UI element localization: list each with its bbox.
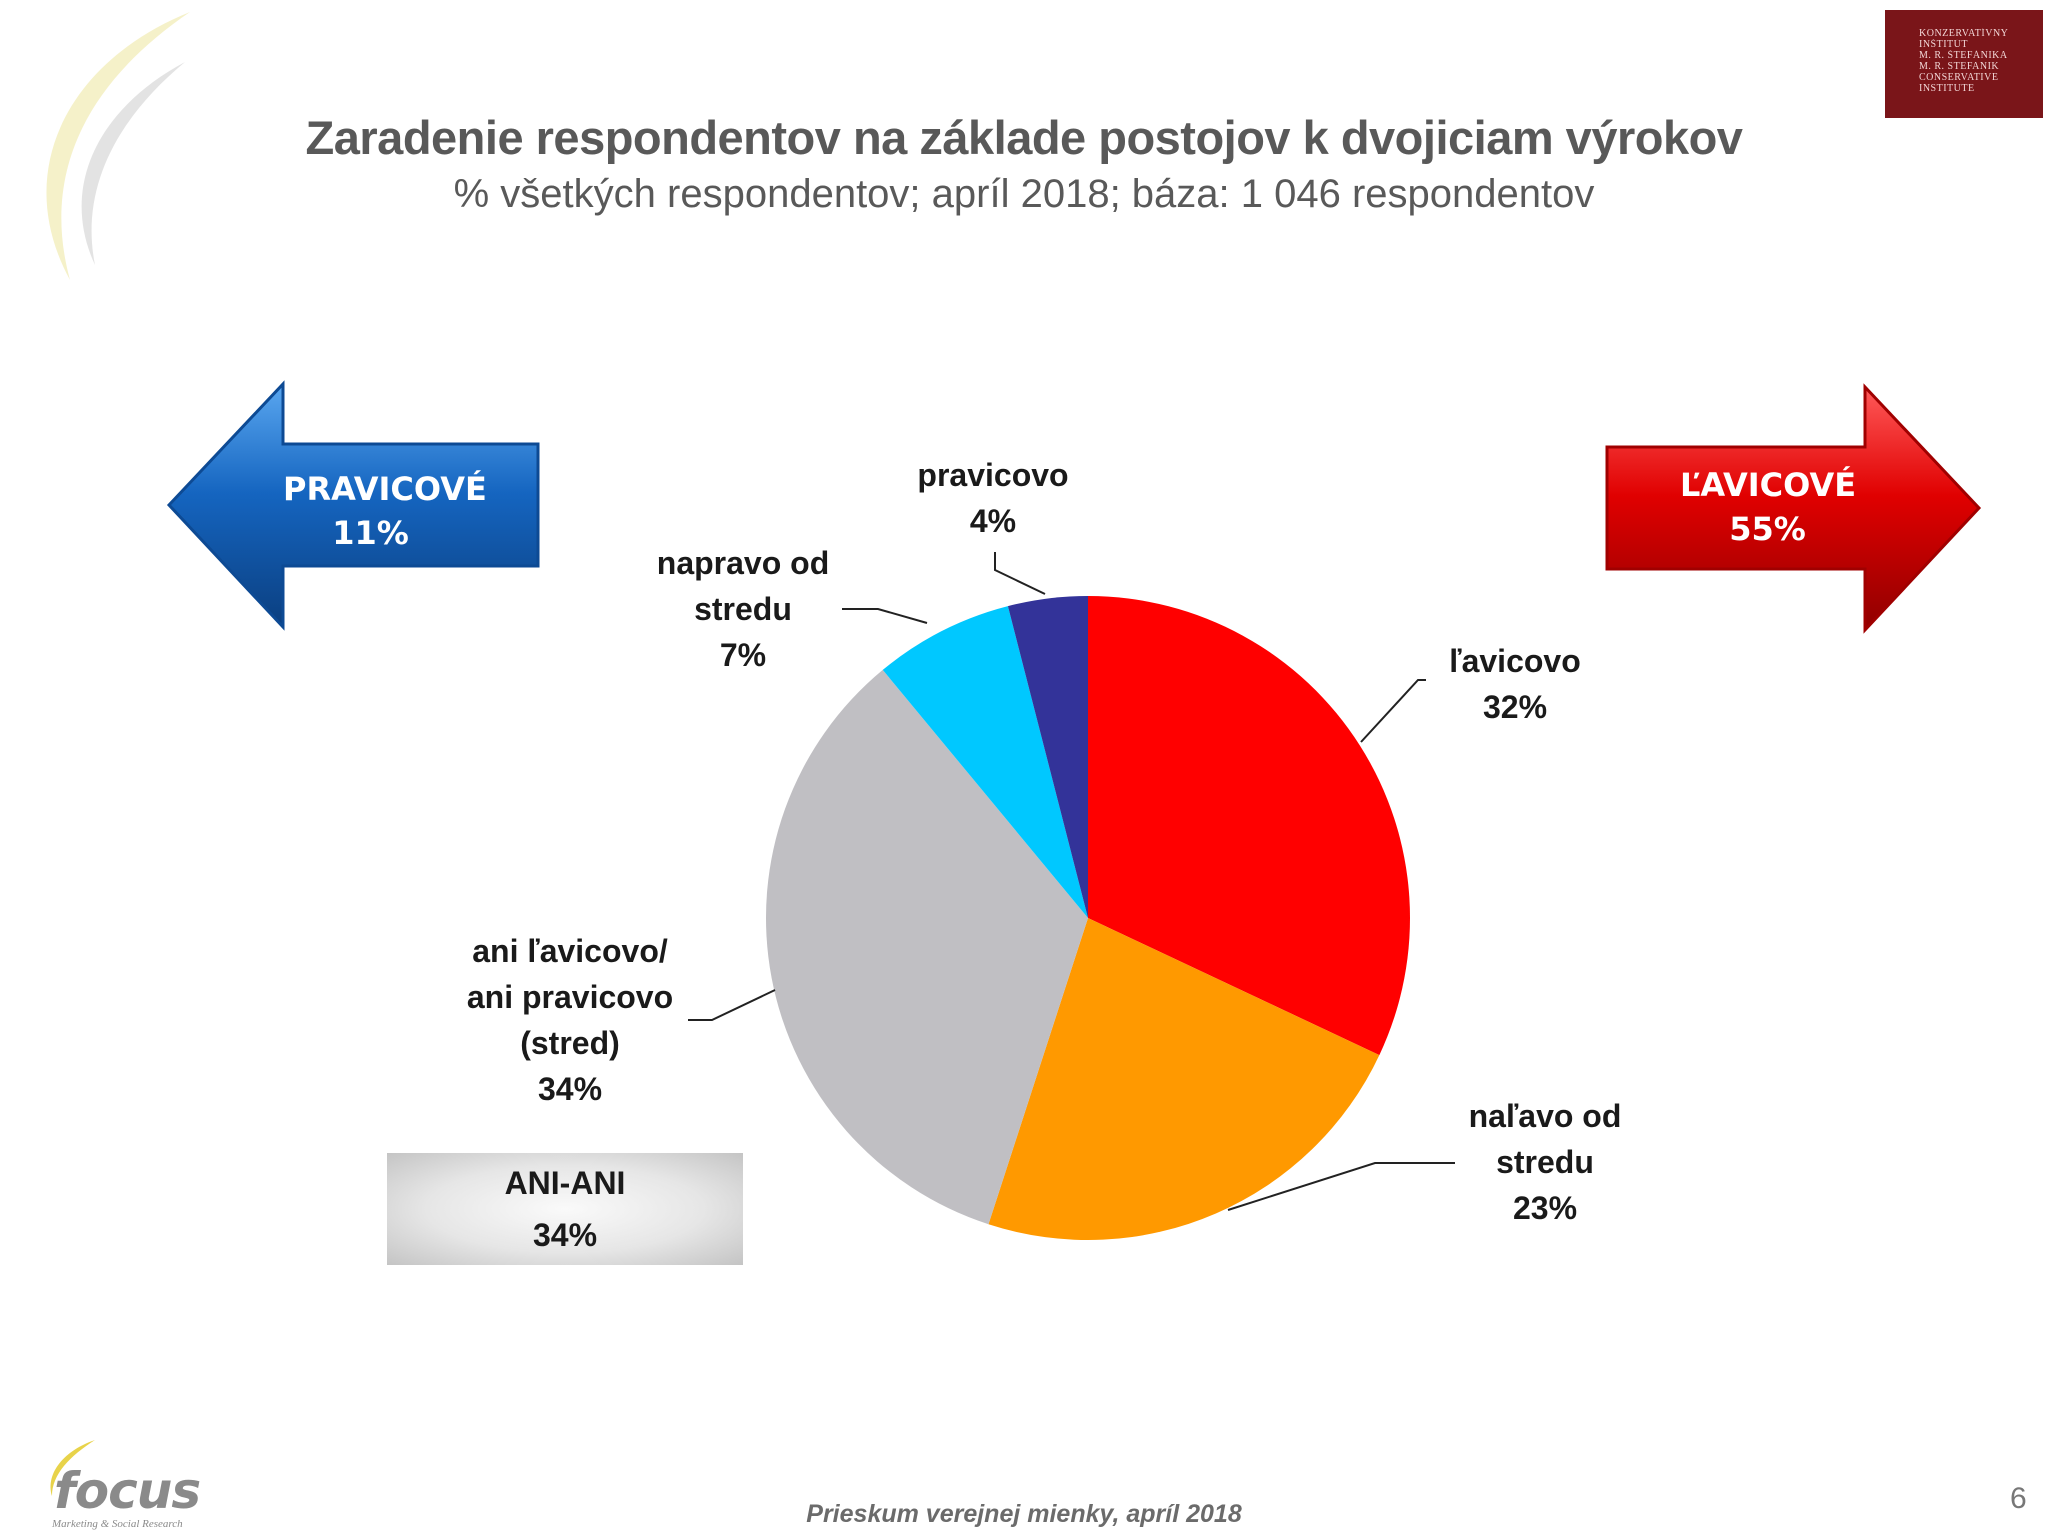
- slice-value-label: 23%: [1512, 1190, 1578, 1226]
- pie-slice-1: [988, 918, 1380, 1241]
- leader-line-pravicovo: [994, 552, 1046, 595]
- slice-label-text: ani ľavicovo/: [472, 933, 668, 969]
- logo-line: KONZERVATÍVNY: [1919, 28, 2009, 39]
- summary-box-value: 34%: [532, 1217, 598, 1253]
- logo-line: M. R. STEFANIK: [1919, 61, 2000, 72]
- focus-brand: focus: [54, 1462, 201, 1520]
- pie-slice-4: [1007, 596, 1088, 918]
- leader-line-lavicovo: [1360, 679, 1426, 743]
- logo-line: INSTITUTE: [1919, 83, 1975, 94]
- logo-line: INŠTITÚT: [1919, 39, 1968, 50]
- slice-label-napravo: napravo od stredu 7%: [638, 540, 848, 678]
- slice-value-label: 7%: [719, 637, 767, 673]
- left-arrow-value: 11%: [332, 514, 409, 552]
- left-arrow-label: PRAVICOVÉ 11%: [283, 467, 487, 555]
- pie-slice-0: [1088, 596, 1411, 1056]
- slice-label-text: napravo od: [656, 545, 830, 581]
- right-arrow-icon: [1605, 383, 1982, 634]
- slice-value-label: 34%: [537, 1071, 603, 1107]
- slice-value-label: 32%: [1482, 689, 1548, 725]
- slice-label-text: pravicovo: [917, 457, 1069, 493]
- leader-line-napravo: [842, 608, 928, 624]
- logo-line: CONSERVATIVE: [1919, 72, 1999, 83]
- page-title: Zaradenie respondentov na základe postoj…: [305, 111, 1743, 164]
- right-arrow-title: ĽAVICOVÉ: [1680, 466, 1857, 504]
- slice-label-text: stredu: [694, 591, 792, 627]
- decorative-swoosh: [46, 12, 190, 280]
- footer-text: Prieskum verejnej mienky, apríl 2018: [806, 1500, 1242, 1528]
- slice-label-text: (stred): [520, 1025, 620, 1061]
- slice-label-text: ľavicovo: [1449, 643, 1581, 679]
- page-subtitle: % všetkých respondentov; apríl 2018; báz…: [453, 172, 1595, 216]
- slice-label-pravicovo: pravicovo 4%: [893, 452, 1093, 544]
- leader-line-stred: [688, 989, 776, 1021]
- page-number: 6: [2010, 1482, 2027, 1515]
- pie-slice-3: [882, 606, 1088, 918]
- slice-label-lavicovo: ľavicovo 32%: [1415, 638, 1615, 730]
- focus-tagline: Marketing & Social Research: [52, 1518, 183, 1530]
- right-arrow-label: ĽAVICOVÉ 55%: [1680, 463, 1857, 551]
- logo-line: M. R. ŠTEFÁNIKA: [1919, 50, 2008, 61]
- summary-box-label: ANI-ANI: [504, 1165, 626, 1201]
- summary-box: ANI-ANI 34%: [387, 1153, 743, 1265]
- slice-value-label: 4%: [969, 503, 1017, 539]
- slice-label-text: naľavo od: [1468, 1098, 1622, 1134]
- focus-logo-swoosh-icon: [50, 1440, 95, 1496]
- institute-logo: KONZERVATÍVNY INŠTITÚT M. R. ŠTEFÁNIKA M…: [1885, 10, 2043, 118]
- left-arrow-icon: [166, 380, 540, 631]
- left-arrow-title: PRAVICOVÉ: [283, 470, 487, 508]
- pie-slice-2: [765, 669, 1088, 1225]
- right-arrow-value: 55%: [1729, 510, 1806, 548]
- slice-label-nalavo: naľavo od stredu 23%: [1440, 1093, 1650, 1231]
- leader-line-nalavo: [1227, 1162, 1455, 1211]
- slice-label-text: stredu: [1496, 1144, 1594, 1180]
- slice-label-stred: ani ľavicovo/ ani pravicovo (stred) 34%: [440, 928, 700, 1112]
- slice-label-text: ani pravicovo: [466, 979, 674, 1015]
